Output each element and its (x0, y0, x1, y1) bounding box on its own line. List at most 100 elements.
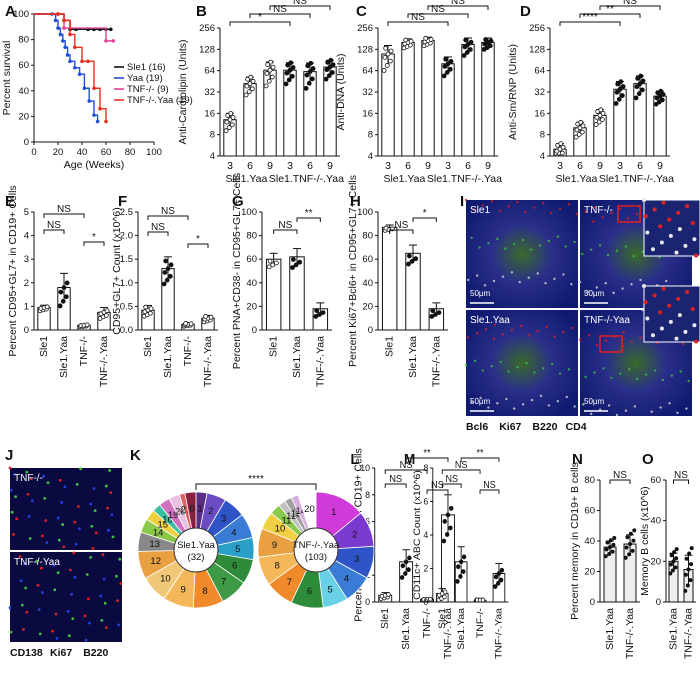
cell-dot (525, 361, 528, 365)
cell-dot (62, 545, 66, 549)
cell-dot (676, 296, 681, 301)
data-point (223, 128, 229, 134)
data-point (487, 43, 493, 49)
cell-dot (667, 217, 672, 222)
slice-label: 10 (160, 573, 171, 584)
significance-bracket (426, 489, 449, 494)
data-point (619, 93, 625, 98)
cell-dot (25, 470, 29, 474)
significance-bracket (609, 479, 631, 484)
data-point (403, 571, 408, 576)
data-point (660, 91, 666, 97)
channel-legend: Ki67 (50, 647, 72, 659)
cell-dot (71, 617, 75, 620)
cell-dot (91, 546, 95, 550)
cell-dot (99, 594, 103, 598)
data-point (630, 548, 635, 553)
x-tick-label: TNF-/-.Yaa (494, 608, 504, 660)
y-tick-label: 1.5 (120, 254, 133, 265)
data-point (685, 583, 690, 588)
cell-dot (692, 237, 697, 242)
channel-legend: Ki67 (499, 421, 521, 433)
cell-dot (653, 369, 657, 372)
data-point (674, 556, 679, 561)
data-point (465, 42, 471, 47)
data-point (60, 298, 66, 304)
y-tick-label: 16 (362, 108, 373, 119)
x-tick-label: Sle1 (380, 608, 391, 629)
cell-dot (111, 535, 115, 539)
data-point (273, 260, 279, 266)
significance-label: NS (400, 460, 413, 471)
data-point (605, 540, 610, 545)
significance-bracket (412, 217, 437, 222)
data-point (455, 578, 460, 584)
data-point (686, 567, 691, 572)
cell-dot (635, 377, 639, 381)
y-axis-label: CD95+GL7+ Count (x10^6) (111, 207, 123, 335)
data-point (579, 129, 585, 135)
cell-dot (484, 327, 488, 331)
data-point (406, 261, 411, 267)
significance-bracket (229, 21, 291, 26)
data-point (628, 531, 633, 536)
cell-dot (106, 506, 109, 510)
data-point (263, 83, 269, 89)
data-point (441, 538, 447, 544)
y-tick-label: 60 (18, 60, 29, 71)
data-point (429, 314, 435, 319)
x-tick-label: 9 (485, 160, 491, 172)
data-point (480, 597, 486, 603)
data-point (162, 270, 168, 275)
data-point (310, 66, 316, 71)
y-tick-label: 0 (252, 325, 257, 336)
cell-dot (567, 203, 571, 206)
cell-dot (510, 271, 514, 274)
data-point (633, 95, 639, 101)
data-point (303, 85, 309, 91)
cell-dot (59, 478, 62, 482)
cell-dot (529, 248, 533, 251)
censor-point (82, 86, 87, 91)
significance-bracket (249, 13, 311, 18)
scale-label: 50μm (584, 397, 605, 406)
censor-point (80, 59, 84, 64)
x-tick-label: 3 (287, 160, 293, 172)
x-tick-label: Sle1 (384, 336, 396, 357)
data-point (458, 574, 463, 579)
data-point (493, 584, 498, 589)
x-tick-label: 80 (125, 147, 136, 158)
cell-dot (658, 224, 663, 229)
significance-bracket (384, 469, 428, 474)
x-tick-label: TNF-/- (475, 608, 485, 638)
censor-point (92, 113, 96, 117)
cell-dot (11, 533, 15, 536)
significance-bracket (389, 229, 414, 234)
cell-dot (593, 371, 596, 374)
cell-dot (25, 610, 29, 614)
data-point (167, 273, 173, 279)
data-point (433, 312, 438, 317)
cell-dot (590, 412, 593, 416)
y-tick-label: 80 (584, 475, 595, 486)
cell-dot (89, 556, 93, 559)
slice-label: 2 (352, 530, 357, 541)
cell-dot (467, 336, 470, 339)
cell-dot (604, 281, 607, 285)
cell-dot (483, 284, 487, 287)
data-point (670, 568, 675, 573)
significance-label: NS (151, 222, 165, 233)
data-point (284, 70, 290, 76)
cell-dot (72, 551, 76, 555)
significance-label: * (92, 232, 96, 243)
y-axis-label: Percent Ki67+Bcl6+ in CD95+GL7+ Cells (347, 175, 359, 367)
data-point (304, 72, 310, 78)
data-point (631, 538, 636, 543)
group-label: Sle1.Yaa (383, 173, 425, 185)
slice-label: 10 (275, 524, 286, 535)
significance-label: NS (57, 204, 71, 215)
data-point (443, 56, 449, 62)
y-axis-label: Anti-DNA (Units) (335, 53, 347, 130)
cell-dot (586, 290, 590, 293)
data-point (63, 294, 69, 300)
